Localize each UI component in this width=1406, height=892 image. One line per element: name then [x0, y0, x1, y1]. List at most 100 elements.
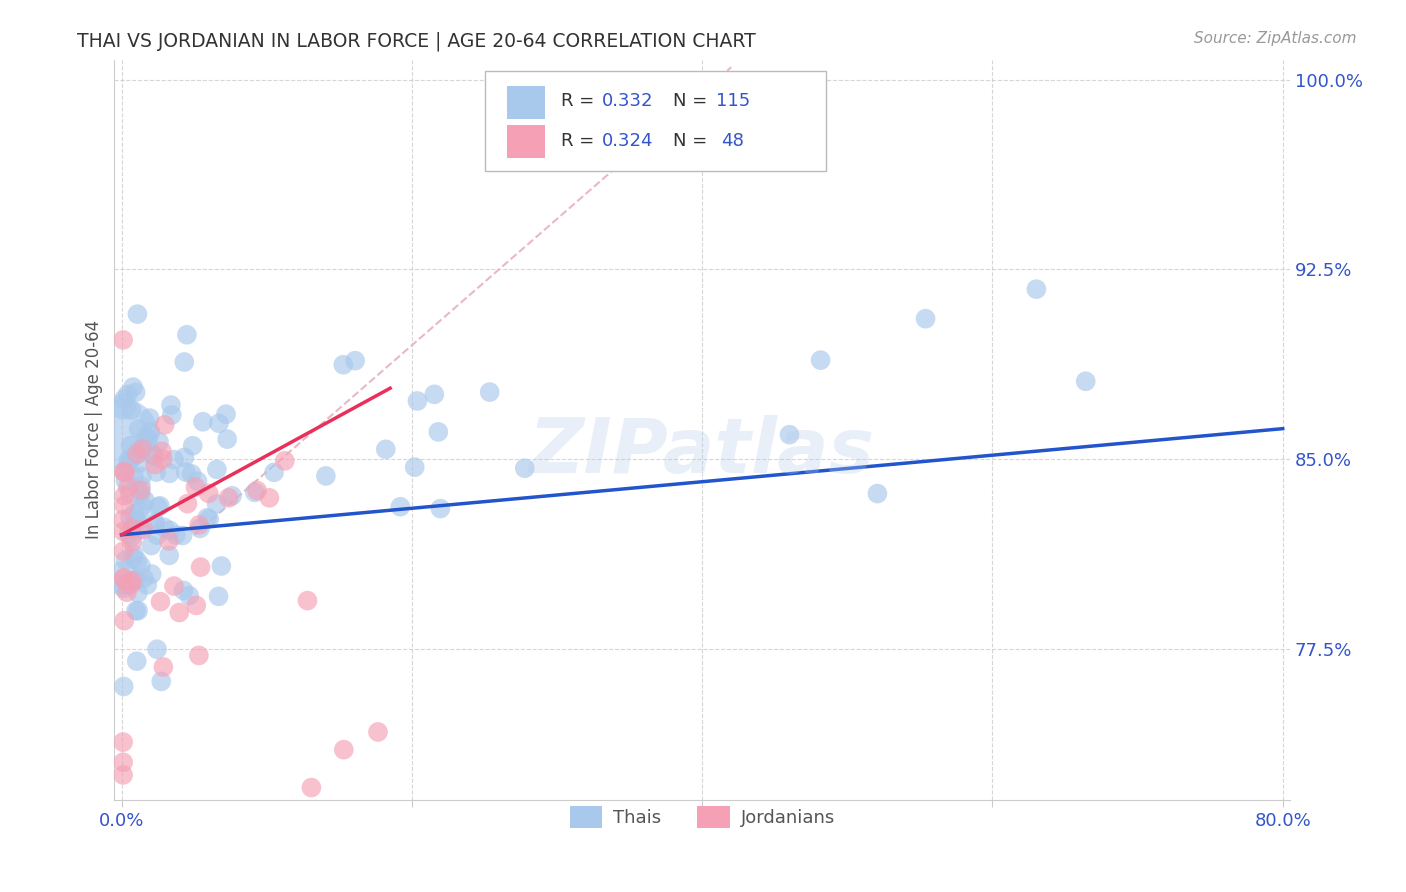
Point	[163, 452, 186, 467]
Point	[117, 527, 139, 541]
Point	[165, 528, 187, 542]
Point	[115, 576, 138, 591]
Point	[263, 466, 285, 480]
Point	[205, 462, 228, 476]
Point	[112, 426, 135, 441]
Point	[131, 442, 153, 456]
Point	[274, 454, 297, 468]
Point	[128, 456, 150, 470]
Point	[122, 469, 145, 483]
Point	[146, 500, 169, 514]
Text: 115: 115	[716, 92, 751, 110]
Bar	[508, 125, 544, 158]
Point	[152, 660, 174, 674]
Point	[810, 353, 832, 368]
Point	[117, 387, 139, 401]
Point	[127, 604, 149, 618]
Point	[112, 499, 135, 513]
Point	[259, 491, 281, 505]
Point	[149, 499, 172, 513]
Point	[478, 385, 501, 400]
Point	[114, 553, 136, 567]
Point	[125, 447, 148, 461]
Point	[112, 614, 135, 628]
Point	[127, 443, 149, 458]
Point	[127, 515, 149, 529]
Point	[160, 398, 183, 412]
Point	[180, 467, 202, 481]
Point	[159, 467, 181, 481]
Point	[205, 497, 228, 511]
Point	[221, 489, 243, 503]
Point	[146, 642, 169, 657]
Point	[141, 539, 163, 553]
Point	[344, 353, 367, 368]
Point	[118, 487, 141, 501]
Point	[186, 599, 208, 613]
Point	[142, 449, 165, 463]
Point	[332, 358, 354, 372]
Point	[367, 725, 389, 739]
Point	[131, 469, 153, 483]
Point	[513, 461, 536, 475]
Point	[136, 432, 159, 446]
Point	[122, 380, 145, 394]
Text: 0.332: 0.332	[602, 92, 654, 110]
Point	[129, 488, 152, 502]
Point	[176, 327, 198, 342]
Point	[186, 474, 208, 488]
Point	[125, 604, 148, 618]
Point	[134, 493, 156, 508]
Point	[218, 491, 240, 505]
Point	[135, 429, 157, 443]
Point	[297, 593, 319, 607]
Point	[190, 560, 212, 574]
Point	[112, 465, 135, 479]
Point	[122, 551, 145, 566]
Point	[141, 567, 163, 582]
Point	[112, 400, 135, 414]
Text: Source: ZipAtlas.com: Source: ZipAtlas.com	[1194, 31, 1357, 46]
Point	[125, 654, 148, 668]
Point	[115, 585, 138, 599]
Point	[118, 452, 141, 467]
Point	[112, 392, 135, 406]
Point	[112, 571, 135, 585]
Text: THAI VS JORDANIAN IN LABOR FORCE | AGE 20-64 CORRELATION CHART: THAI VS JORDANIAN IN LABOR FORCE | AGE 2…	[77, 31, 756, 51]
Point	[132, 571, 155, 585]
Text: N =: N =	[673, 92, 713, 110]
Text: N =: N =	[673, 132, 713, 150]
Point	[120, 452, 142, 467]
Point	[374, 442, 396, 457]
Point	[139, 425, 162, 439]
Point	[145, 465, 167, 479]
Point	[146, 528, 169, 542]
Point	[114, 474, 136, 488]
Point	[333, 742, 356, 756]
Point	[159, 524, 181, 538]
Point	[122, 547, 145, 561]
Point	[389, 500, 412, 514]
Point	[299, 780, 322, 795]
Point	[173, 355, 195, 369]
Point	[427, 425, 450, 439]
Point	[129, 479, 152, 493]
Point	[173, 450, 195, 465]
Point	[404, 460, 426, 475]
Point	[127, 586, 149, 600]
Point	[149, 595, 172, 609]
Point	[128, 523, 150, 537]
Point	[112, 768, 135, 782]
Point	[315, 469, 337, 483]
Point	[112, 735, 135, 749]
Point	[138, 411, 160, 425]
Point	[117, 480, 139, 494]
Point	[429, 501, 451, 516]
Point	[142, 448, 165, 462]
Point	[112, 333, 135, 347]
Point	[179, 589, 201, 603]
Point	[112, 573, 135, 587]
Point	[132, 522, 155, 536]
Point	[121, 535, 143, 549]
Point	[129, 558, 152, 573]
